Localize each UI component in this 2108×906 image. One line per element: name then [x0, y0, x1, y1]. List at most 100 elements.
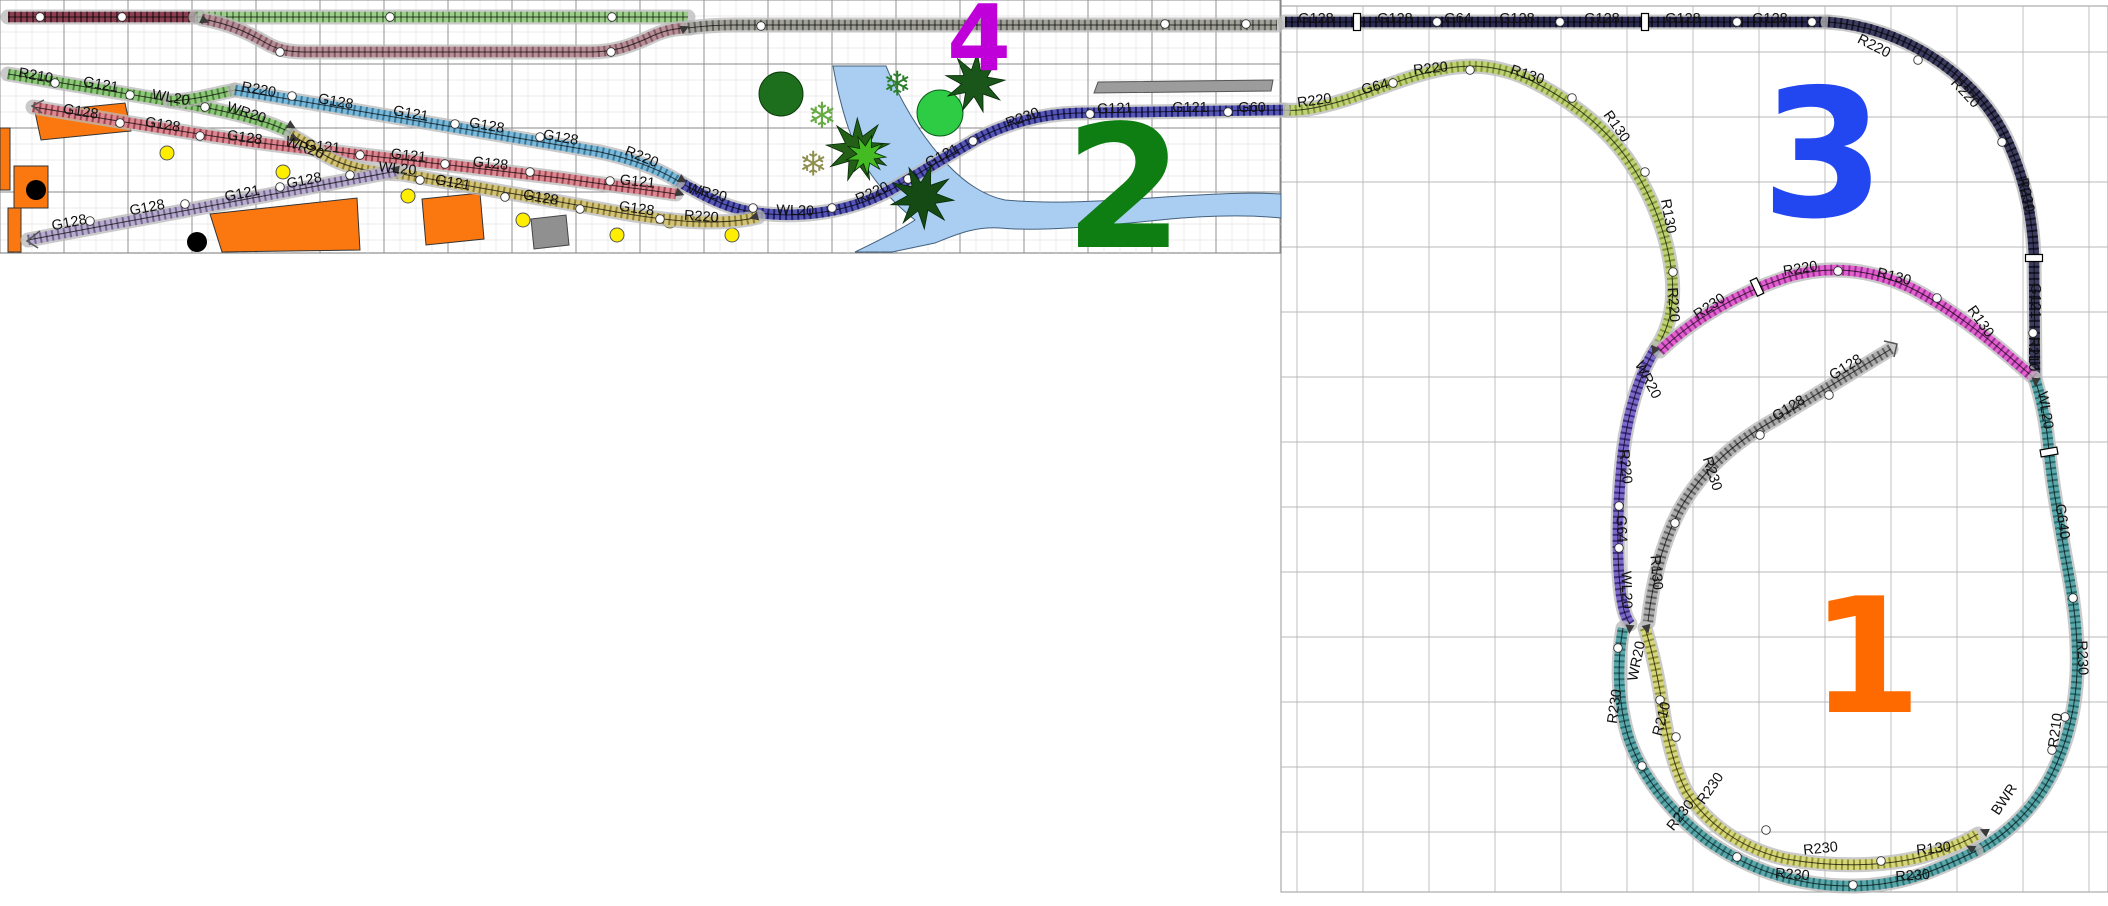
- track-label: R230: [2073, 640, 2090, 675]
- building[interactable]: [209, 197, 361, 253]
- track-navy-route[interactable]: [670, 102, 1291, 223]
- rail-joint: [525, 167, 535, 177]
- snowflake-tree[interactable]: ❄: [799, 145, 828, 185]
- rail-joint: [1848, 880, 1858, 890]
- tree-star[interactable]: [944, 51, 1007, 114]
- rail-joint: [2060, 712, 2070, 722]
- track-label: R230: [2014, 177, 2037, 214]
- rail-joint: [1637, 761, 1647, 771]
- lamp-marker[interactable]: [159, 145, 175, 161]
- track-label: G128: [1377, 11, 1412, 27]
- switch-wedge[interactable]: [389, 164, 400, 175]
- track-label: R130: [1647, 555, 1666, 591]
- lamp-marker[interactable]: [724, 227, 740, 243]
- snowflake-tree[interactable]: ❄: [807, 96, 837, 137]
- switch-wedge[interactable]: [2031, 377, 2041, 388]
- rail-joint: [605, 176, 615, 186]
- end-arrow: [1883, 340, 1898, 358]
- track-label: G64: [1613, 515, 1630, 543]
- zone-number: 1: [1810, 563, 1921, 750]
- track-centerline: [290, 134, 759, 223]
- tree-circle[interactable]: [916, 89, 964, 137]
- switch-wedge[interactable]: [674, 187, 686, 200]
- rail-joint: [1833, 266, 1843, 276]
- tree-star[interactable]: [889, 164, 956, 231]
- track-centerline: [1647, 348, 1892, 623]
- track-label: G128: [468, 115, 506, 137]
- track-rose-passing[interactable]: [194, 11, 698, 60]
- track-blue-diag[interactable]: [227, 82, 686, 189]
- track-teal-left[interactable]: [1611, 620, 1984, 894]
- track-label: G64: [1444, 11, 1471, 27]
- switch-wedge[interactable]: [1978, 825, 1990, 838]
- lamp-marker[interactable]: [275, 164, 291, 180]
- building[interactable]: [7, 207, 22, 253]
- rail-joint: [1567, 93, 1577, 103]
- rail-joint: [2068, 593, 2078, 603]
- black-marker[interactable]: [26, 180, 46, 200]
- track-lavender-diag[interactable]: [20, 163, 405, 248]
- track-label: G128: [618, 199, 655, 220]
- lamp-marker[interactable]: [609, 227, 625, 243]
- platform[interactable]: [1093, 79, 1274, 94]
- switch-wedge[interactable]: [1964, 842, 1977, 854]
- rail-joint: [756, 21, 766, 31]
- rail-joint: [450, 119, 460, 129]
- rail-joint: [1671, 732, 1681, 742]
- rail-joint: [1732, 852, 1742, 862]
- rail-joint: [275, 47, 285, 57]
- gray-block[interactable]: [530, 214, 570, 250]
- rail-joint: [50, 78, 60, 88]
- track-yellow-loop[interactable]: [1637, 620, 1986, 873]
- switch-wedge[interactable]: [679, 22, 691, 35]
- track-gray-top[interactable]: [680, 17, 1285, 36]
- track-label: WL20: [378, 159, 417, 179]
- track-label: R220: [1664, 287, 1682, 323]
- track-label: G64: [1360, 76, 1390, 98]
- switch-wedge[interactable]: [285, 120, 298, 132]
- lamp-marker[interactable]: [515, 212, 531, 228]
- building[interactable]: [0, 127, 11, 191]
- switch-wedge[interactable]: [1641, 623, 1653, 635]
- track-label: G128: [62, 101, 100, 122]
- rail-joint: [200, 102, 210, 112]
- rail-joint: [1223, 107, 1233, 117]
- labels-layer: R210 G121WL20WR20R220G128G121G128G128R220…: [17, 11, 2090, 885]
- track-label: G121: [1097, 100, 1133, 117]
- track-label: G128: [542, 127, 580, 149]
- track-label: G121: [304, 137, 341, 157]
- track-navy-curve[interactable]: [1820, 14, 2043, 385]
- rail-joint: [1640, 167, 1650, 177]
- black-marker[interactable]: [187, 232, 207, 252]
- track-pink-arc[interactable]: [1652, 262, 2042, 386]
- rail-joint: [275, 182, 285, 192]
- switch-wedge[interactable]: [676, 174, 689, 186]
- rail-joint: [1755, 430, 1765, 440]
- track-label: R130: [1657, 198, 1679, 235]
- track-label: G128: [128, 197, 166, 219]
- tree-star[interactable]: [845, 134, 888, 177]
- building[interactable]: [421, 192, 485, 246]
- end-arrow: [30, 99, 45, 114]
- switch-wedge[interactable]: [748, 211, 760, 223]
- rail-joint: [1160, 19, 1170, 29]
- track-label: R220: [683, 208, 719, 226]
- rail-joint: [35, 12, 45, 22]
- connector-bracket: [1352, 12, 1362, 32]
- track-gray-siding[interactable]: [1640, 341, 1899, 630]
- lamp-marker[interactable]: [400, 188, 416, 204]
- snowflake-tree[interactable]: ❄: [883, 65, 912, 105]
- switch-wedge[interactable]: [1648, 345, 1661, 357]
- switch-wedge[interactable]: [1625, 624, 1635, 635]
- switch-wedge[interactable]: [289, 132, 301, 145]
- rail-joint: [655, 214, 665, 224]
- track-olive-branch[interactable]: [283, 127, 766, 230]
- tree-circle[interactable]: [758, 71, 804, 117]
- track-label: G128: [317, 91, 355, 113]
- rail-joint: [355, 150, 365, 160]
- rail-joint: [1761, 825, 1771, 835]
- rail-joint: [2028, 328, 2038, 338]
- switch-wedge[interactable]: [199, 14, 211, 27]
